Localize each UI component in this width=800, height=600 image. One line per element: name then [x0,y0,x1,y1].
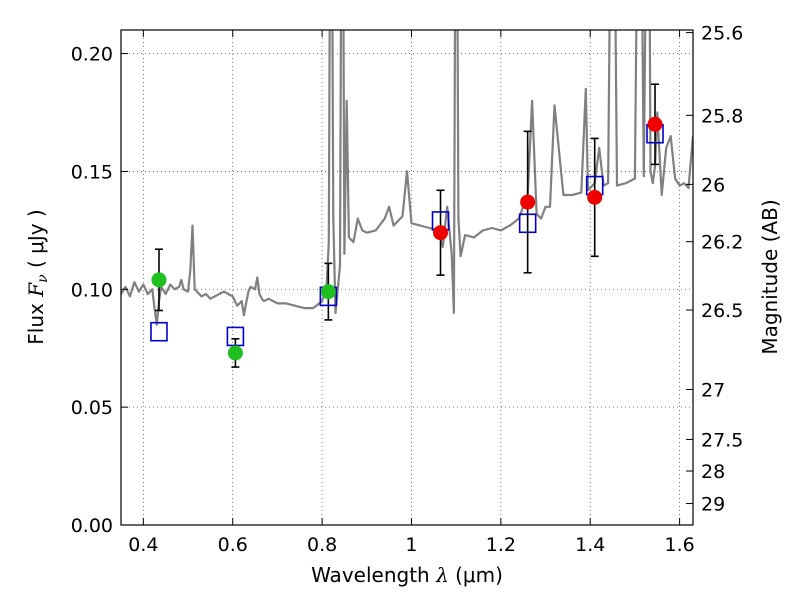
plot-area [121,30,693,368]
y-axis-title: Flux Fν ( μJy ) [24,209,52,344]
y2-tick-label: 28 [701,461,725,483]
y2-tick-label: 26.2 [701,232,743,254]
y2-tick-label: 27 [701,379,725,401]
observed-point-green [151,272,167,288]
x-tick-label: 0.6 [218,534,248,556]
model-point-square [518,213,537,234]
y-tick-label: 0.05 [71,397,113,419]
y2-axis-title: Magnitude (AB) [758,199,782,354]
x-tick-label: 1.6 [664,534,694,556]
axes: 0.4 0.6 0.8 1 1.2 1.4 1.6 0.00 0.05 0.10 0.15 0.20 2… [71,23,744,556]
y2-tick-label: 26.5 [701,300,743,322]
x-tick-label: 1.2 [486,534,516,556]
observed-point-green [320,284,336,300]
y2-tick-label: 27.5 [701,429,743,451]
y2-tick-label: 26 [701,174,725,196]
x-axis-title: Wavelength λ (μm) [311,563,503,587]
y2-tick-label: 29 [701,494,725,516]
model-point-square [150,321,168,342]
x-tick-label: 0.8 [307,534,337,556]
y-tick-label: 0.10 [71,279,113,301]
observed-point-red [520,194,536,210]
grid-lines [121,30,693,526]
observed-point-red [647,116,663,132]
model-spectrum-line [121,30,693,326]
y-tick-label: 0.00 [71,515,113,537]
x-tick-label: 0.4 [128,534,158,556]
y2-tick-label: 25.8 [701,105,743,127]
observed-point-red [433,225,449,241]
y-tick-label: 0.15 [71,161,113,183]
y2-tick-label: 25.6 [701,23,743,45]
observed-point-red [587,189,603,205]
y-tick-label: 0.20 [71,44,113,66]
observed-point-green [227,345,243,361]
x-tick-label: 1.4 [575,534,605,556]
plot-frame [120,29,694,526]
x-tick-label: 1 [405,534,417,556]
